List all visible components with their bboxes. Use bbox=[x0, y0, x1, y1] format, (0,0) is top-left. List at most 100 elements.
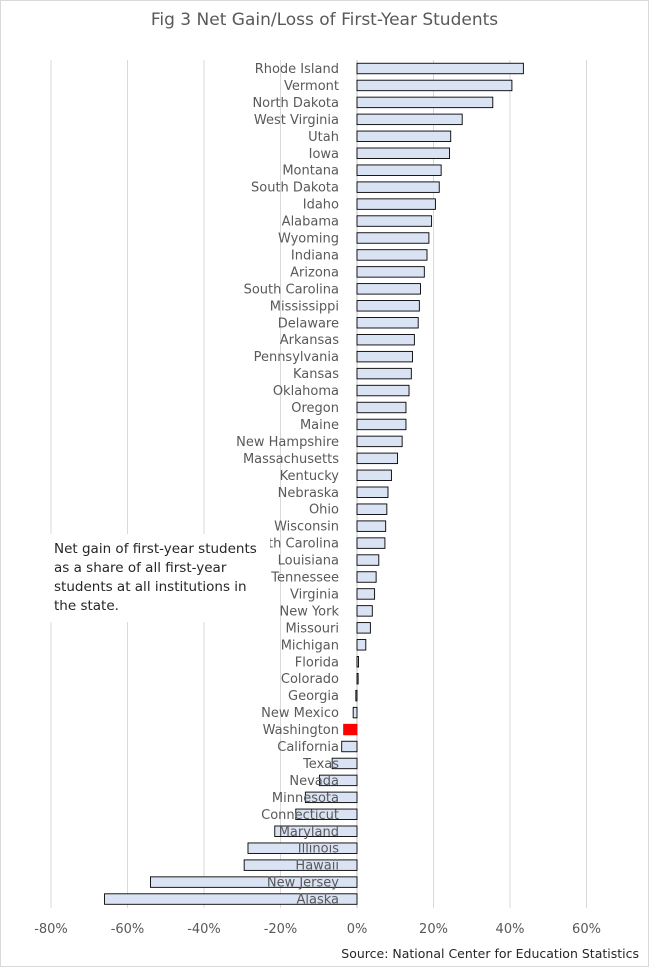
category-label: Arizona bbox=[290, 265, 339, 280]
bar bbox=[356, 605, 373, 617]
bar bbox=[356, 198, 436, 210]
category-label: Washington bbox=[263, 723, 339, 738]
bar bbox=[356, 469, 392, 481]
bar bbox=[356, 435, 403, 448]
category-label: North Dakota bbox=[252, 96, 339, 111]
bar bbox=[149, 876, 358, 888]
bar bbox=[274, 825, 358, 837]
category-label: Missouri bbox=[285, 621, 339, 636]
bar bbox=[243, 859, 358, 871]
bar bbox=[356, 113, 463, 126]
bar bbox=[295, 808, 358, 820]
category-label: Idaho bbox=[303, 198, 339, 213]
category-label: New Hampshire bbox=[236, 435, 339, 450]
bar bbox=[356, 62, 524, 75]
category-label: New Mexico bbox=[261, 706, 339, 721]
category-label: Colorado bbox=[281, 672, 339, 687]
category-label: Ohio bbox=[309, 503, 339, 518]
bar bbox=[356, 130, 452, 143]
bar bbox=[356, 622, 371, 634]
category-label: Oklahoma bbox=[273, 384, 339, 399]
bar bbox=[356, 334, 415, 346]
bar bbox=[356, 232, 430, 244]
x-tick-label: -60% bbox=[111, 922, 145, 937]
bar bbox=[356, 537, 386, 549]
bar bbox=[356, 350, 413, 363]
bar bbox=[356, 520, 387, 532]
bar bbox=[356, 300, 420, 312]
category-label: South Carolina bbox=[244, 282, 339, 297]
bar bbox=[341, 740, 358, 753]
bar bbox=[356, 181, 440, 193]
bar bbox=[356, 588, 376, 600]
category-label: Alabama bbox=[282, 215, 339, 230]
category-label: West Virginia bbox=[254, 113, 339, 128]
x-tick-label: -40% bbox=[187, 922, 221, 937]
chart-annotation: Net gain of first-year students as a sha… bbox=[48, 534, 270, 622]
bar bbox=[304, 791, 358, 804]
bar bbox=[356, 639, 367, 651]
category-label: South Dakota bbox=[251, 181, 339, 196]
category-label: Wisconsin bbox=[274, 520, 339, 535]
category-label: Maryland bbox=[279, 825, 339, 840]
category-label: Mississippi bbox=[270, 299, 339, 314]
bar bbox=[356, 401, 407, 414]
x-tick-label: 40% bbox=[496, 922, 525, 937]
category-label: New Jersey bbox=[267, 876, 339, 891]
bar bbox=[331, 757, 358, 770]
category-label: Vermont bbox=[284, 79, 339, 94]
category-label: Nevada bbox=[289, 774, 339, 789]
x-tick-label: 20% bbox=[419, 922, 448, 937]
category-label: Arkansas bbox=[280, 333, 339, 348]
bar bbox=[356, 384, 410, 397]
bar bbox=[356, 317, 419, 329]
bar bbox=[356, 554, 380, 566]
category-label: Pennsylvania bbox=[254, 350, 339, 365]
x-tick-label: -20% bbox=[264, 922, 298, 937]
category-label: Massachusetts bbox=[243, 452, 339, 467]
bars bbox=[104, 62, 524, 905]
bar bbox=[343, 723, 358, 736]
category-labels: Rhode Island Vermont North Dakota West Virg… bbox=[236, 62, 339, 908]
bar bbox=[356, 486, 389, 498]
bar bbox=[356, 283, 421, 295]
bar bbox=[355, 689, 358, 702]
bar bbox=[356, 571, 377, 583]
category-label: Louisiana bbox=[278, 554, 339, 569]
category-label: California bbox=[277, 740, 339, 755]
category-label: Connecticut bbox=[261, 808, 339, 823]
category-label: New York bbox=[279, 604, 339, 619]
bar bbox=[319, 774, 358, 787]
category-label: Tennessee bbox=[270, 571, 339, 586]
category-label: Wyoming bbox=[278, 232, 339, 247]
category-label: Illinois bbox=[298, 842, 339, 857]
category-label: Oregon bbox=[291, 401, 339, 416]
category-label: Texas bbox=[302, 757, 339, 772]
bar bbox=[356, 266, 425, 278]
chart-title: Fig 3 Net Gain/Loss of First-Year Studen… bbox=[150, 10, 499, 30]
x-tick-label: 0% bbox=[347, 922, 368, 937]
bar bbox=[356, 147, 451, 159]
bar bbox=[356, 367, 412, 380]
bar bbox=[247, 842, 358, 854]
category-label: Kansas bbox=[293, 367, 339, 382]
bar bbox=[104, 893, 358, 905]
category-label: Maine bbox=[300, 418, 339, 433]
category-label: Indiana bbox=[291, 248, 339, 263]
category-label: Hawaii bbox=[295, 859, 339, 874]
x-axis-ticks: -80% -60% -40% -20% 0% 20% 40% 60% bbox=[34, 922, 601, 937]
category-label: Minnesota bbox=[272, 791, 339, 806]
category-label: Montana bbox=[282, 164, 339, 179]
source-note: Source: National Center for Education St… bbox=[341, 946, 639, 961]
bar bbox=[352, 706, 358, 719]
bar bbox=[356, 96, 494, 109]
category-label: Utah bbox=[308, 130, 339, 145]
bar bbox=[356, 249, 428, 261]
bar bbox=[356, 656, 359, 668]
bar bbox=[356, 164, 442, 176]
bar bbox=[356, 452, 398, 465]
bar bbox=[356, 215, 433, 227]
category-label: Iowa bbox=[309, 147, 339, 162]
